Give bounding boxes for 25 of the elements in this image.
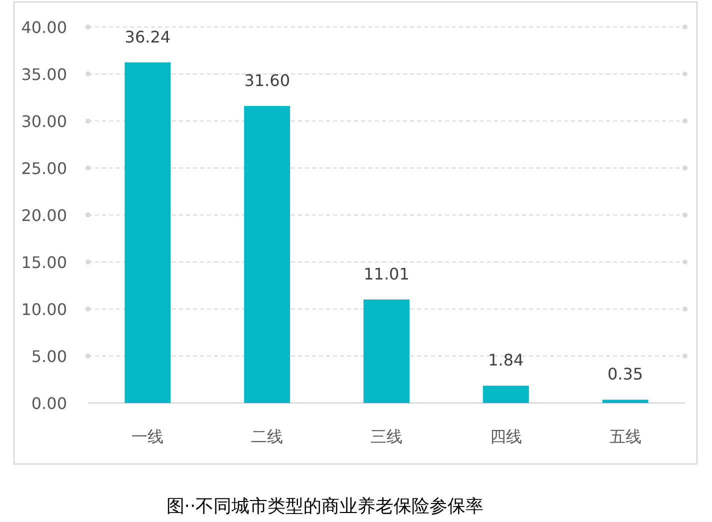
bar xyxy=(244,106,290,403)
y-tick-label: 25.00 xyxy=(21,159,67,178)
y-tick-label: 30.00 xyxy=(21,112,67,131)
x-tick-label: 二线 xyxy=(251,427,284,446)
data-label: 31.60 xyxy=(244,70,290,90)
data-label: 1.84 xyxy=(488,350,524,370)
y-tick-label: 5.00 xyxy=(31,347,67,366)
data-label: 0.35 xyxy=(607,364,644,384)
y-tick-label: 40.00 xyxy=(21,18,67,37)
bar xyxy=(124,62,171,403)
x-tick-label: 三线 xyxy=(370,427,402,446)
text: 图··不同城市类型的商业养老保险参保率 xyxy=(166,496,484,517)
y-tick-label: 20.00 xyxy=(21,206,67,225)
bar xyxy=(364,300,410,403)
y-tick-label: 35.00 xyxy=(21,65,67,84)
bar xyxy=(482,386,529,403)
data-label: 36.24 xyxy=(124,27,171,46)
x-tick-label: 五线 xyxy=(609,427,642,446)
y-tick-label: 10.00 xyxy=(21,300,67,319)
x-tick-label: 一线 xyxy=(132,427,164,446)
data-label: 11.01 xyxy=(364,264,410,284)
y-tick-label: 0.00 xyxy=(31,394,67,413)
bar xyxy=(602,400,648,403)
y-tick-label: 15.00 xyxy=(21,253,67,272)
x-tick-label: 四线 xyxy=(490,427,522,446)
